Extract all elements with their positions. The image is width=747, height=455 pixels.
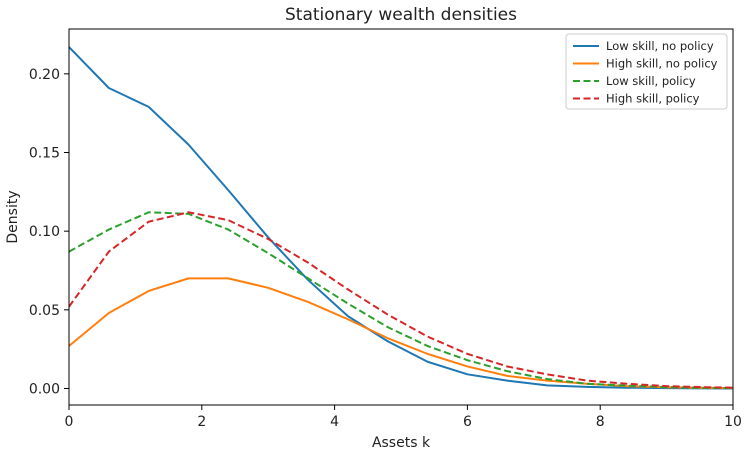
chart-title: Stationary wealth densities <box>285 5 517 25</box>
x-tick-label: 2 <box>197 414 206 430</box>
y-tick-label: 0.00 <box>29 381 60 397</box>
x-tick-label: 8 <box>596 414 605 430</box>
x-tick-label: 6 <box>463 414 472 430</box>
plot-frame <box>68 28 734 406</box>
y-axis: 0.00 0.05 0.10 0.15 0.20 <box>29 67 69 397</box>
x-axis-label: Assets k <box>372 435 431 451</box>
legend-label-2: High skill, no policy <box>606 57 718 71</box>
series-line-1 <box>68 46 734 390</box>
legend: Low skill, no policy High skill, no polic… <box>565 33 728 110</box>
y-tick-label: 0.15 <box>29 145 60 161</box>
y-axis-label: Density <box>5 190 21 243</box>
plot-lines <box>68 46 734 390</box>
series-line-4 <box>68 211 734 389</box>
x-tick-label: 10 <box>724 414 742 430</box>
y-tick-label: 0.10 <box>29 224 60 240</box>
legend-label-1: Low skill, no policy <box>606 39 714 53</box>
series-line-3 <box>68 211 734 390</box>
legend-box <box>565 33 728 110</box>
x-tick-label: 0 <box>65 414 74 430</box>
legend-label-3: Low skill, policy <box>606 74 696 88</box>
x-axis: 0 2 4 6 8 10 <box>65 405 742 430</box>
legend-label-4: High skill, policy <box>606 92 700 106</box>
y-tick-label: 0.20 <box>29 67 60 83</box>
x-tick-label: 4 <box>330 414 339 430</box>
y-tick-label: 0.05 <box>29 303 60 319</box>
